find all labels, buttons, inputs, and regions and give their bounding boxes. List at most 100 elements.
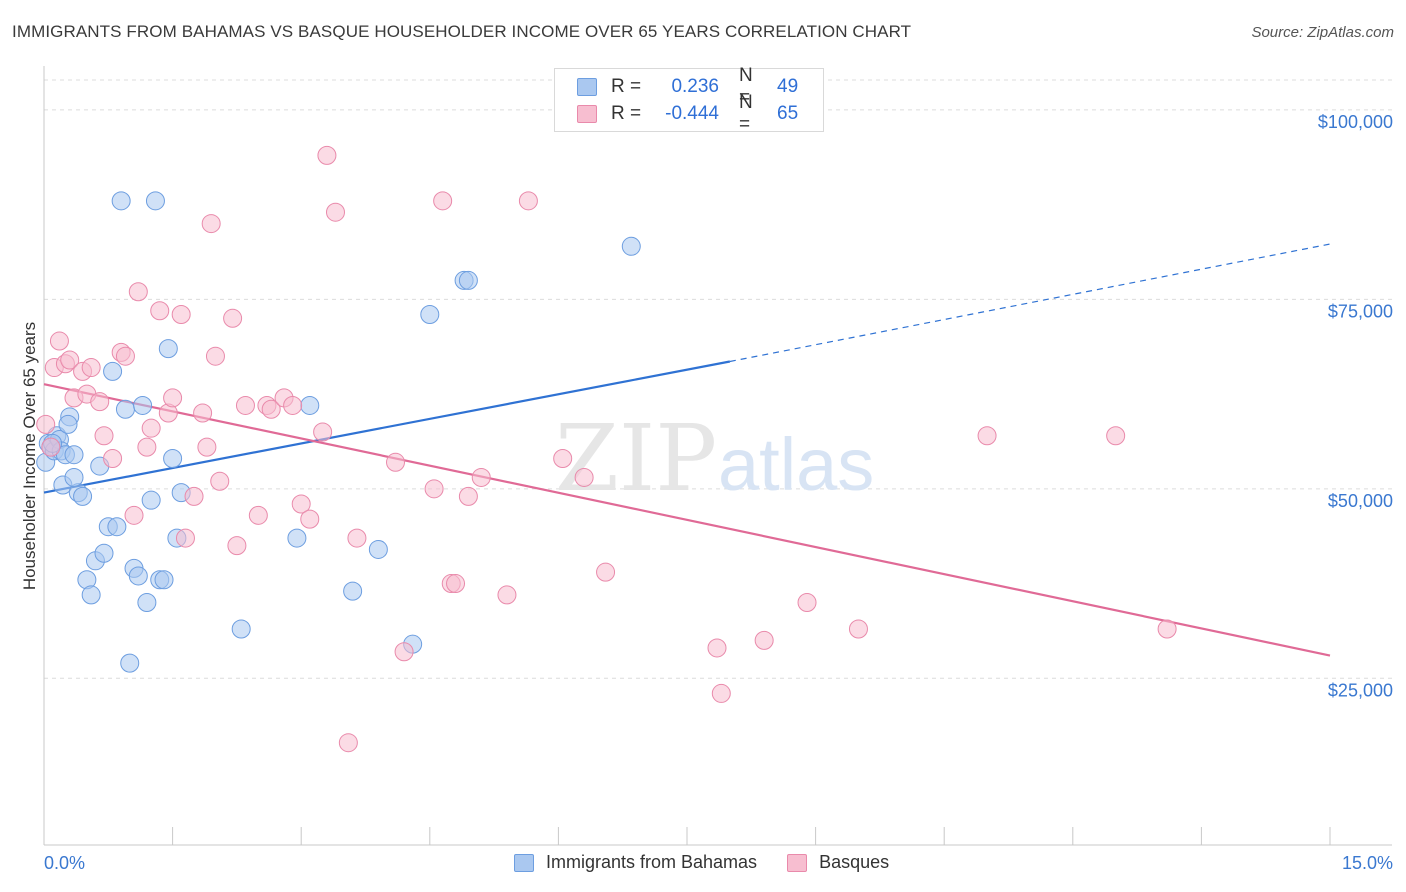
data-point-bahamas: [141, 490, 161, 510]
data-point-bahamas: [154, 570, 174, 590]
data-point-basques: [261, 399, 281, 419]
series-basques: [36, 145, 1177, 753]
data-point-basques: [90, 392, 110, 412]
watermark-zip: ZIP: [555, 405, 717, 512]
data-point-bahamas: [163, 449, 183, 468]
y-tick-label: $50,000: [1328, 491, 1393, 511]
legend-r-label: R =: [611, 103, 642, 124]
data-point-basques: [41, 437, 61, 457]
data-point-basques: [313, 422, 333, 442]
data-point-basques: [81, 358, 101, 378]
data-point-basques: [977, 426, 997, 446]
legend-row-bahamas: R = 0.236 N = 49: [577, 65, 799, 108]
tick-labels: $25,000 $50,000 $75,000 $100,000 0.0% 15.0%: [44, 112, 1393, 873]
data-point-basques: [103, 449, 123, 468]
data-point-basques: [574, 467, 594, 487]
data-point-basques: [325, 202, 345, 222]
data-point-basques: [171, 305, 191, 325]
data-point-basques: [433, 191, 453, 211]
data-point-bahamas: [115, 399, 135, 419]
y-tick-label: $75,000: [1328, 301, 1393, 321]
gridlines: [44, 79, 1392, 679]
data-point-basques: [347, 528, 367, 548]
data-point-basques: [1157, 619, 1177, 639]
data-point-basques: [317, 145, 337, 165]
data-point-basques: [193, 403, 213, 423]
data-point-basques: [60, 350, 80, 370]
data-point-bahamas: [137, 592, 157, 612]
series-legend-basques[interactable]: Basques: [787, 852, 889, 873]
trend-line-bahamas-extension: [729, 243, 1331, 363]
data-point-basques: [141, 418, 161, 438]
data-point-bahamas: [368, 539, 388, 559]
watermark-atlas: atlas: [718, 423, 874, 506]
data-point-bahamas: [158, 339, 178, 359]
source-label: Source: ZipAtlas.com: [1251, 24, 1394, 41]
data-point-bahamas: [287, 528, 307, 548]
correlation-legend: R = 0.236 N = 49 R = -0.444 N = 65: [554, 65, 824, 135]
data-point-basques: [394, 642, 414, 662]
y-tick-label: $25,000: [1328, 680, 1393, 700]
data-point-basques: [338, 733, 358, 753]
y-axis-label: Householder Income Over 65 years: [20, 321, 39, 591]
legend-row-basques: R = -0.444 N = 65: [577, 92, 799, 135]
data-point-bahamas: [107, 517, 127, 537]
x-tick-label: 0.0%: [44, 853, 85, 873]
data-point-basques: [235, 395, 255, 415]
y-tick-label: $100,000: [1318, 112, 1393, 132]
data-point-bahamas: [343, 581, 363, 601]
series-name-basques: Basques: [819, 852, 890, 872]
x-tick-label: 15.0%: [1342, 853, 1393, 873]
series-legend-bahamas[interactable]: Immigrants from Bahamas: [514, 852, 757, 873]
series-swatch-blue: [514, 853, 534, 872]
data-point-basques: [553, 449, 573, 468]
data-point-basques: [497, 585, 517, 605]
legend-swatch-blue: [577, 78, 597, 96]
legend-n-value: 65: [777, 103, 799, 124]
data-point-bahamas: [420, 305, 440, 325]
data-point-basques: [184, 486, 204, 506]
data-point-basques: [223, 308, 243, 328]
legend-r-label: R =: [611, 76, 642, 97]
data-point-basques: [446, 574, 466, 594]
data-point-bahamas: [458, 270, 478, 290]
data-point-bahamas: [64, 445, 84, 465]
data-point-basques: [128, 282, 148, 302]
data-point-bahamas: [145, 191, 165, 211]
data-point-basques: [248, 505, 268, 525]
data-point-basques: [518, 191, 538, 211]
data-point-basques: [707, 638, 727, 658]
data-point-basques: [711, 683, 731, 703]
trend-lines: [43, 243, 1331, 657]
data-point-bahamas: [103, 361, 123, 381]
legend-n-value: 49: [777, 76, 799, 97]
data-point-bahamas: [120, 653, 140, 673]
legend-n-label: N =: [739, 65, 753, 108]
data-point-bahamas: [94, 543, 114, 563]
data-point-basques: [227, 536, 247, 556]
series-name-bahamas: Immigrants from Bahamas: [546, 852, 758, 872]
data-point-bahamas: [58, 414, 78, 434]
legend-r-value: -0.444: [665, 103, 719, 124]
series-legend: Immigrants from Bahamas Basques: [514, 852, 919, 873]
legend-r-value: 0.236: [671, 76, 719, 97]
data-point-bahamas: [81, 585, 101, 605]
data-point-bahamas: [621, 236, 641, 256]
data-point-basques: [197, 437, 217, 457]
data-point-bahamas: [111, 191, 131, 211]
data-point-bahamas: [73, 486, 93, 506]
data-point-basques: [458, 486, 478, 506]
chart-title: IMMIGRANTS FROM BAHAMAS VS BASQUE HOUSEH…: [12, 22, 912, 41]
data-point-basques: [150, 301, 170, 321]
data-point-basques: [210, 471, 230, 491]
legend-n-label: N =: [739, 92, 753, 135]
data-point-basques: [201, 214, 221, 234]
data-point-bahamas: [128, 566, 148, 586]
data-point-basques: [49, 331, 69, 351]
watermark: ZIP atlas: [555, 405, 874, 512]
data-point-basques: [848, 619, 868, 639]
data-point-basques: [754, 630, 774, 650]
data-point-bahamas: [133, 395, 153, 415]
data-point-basques: [137, 437, 157, 457]
